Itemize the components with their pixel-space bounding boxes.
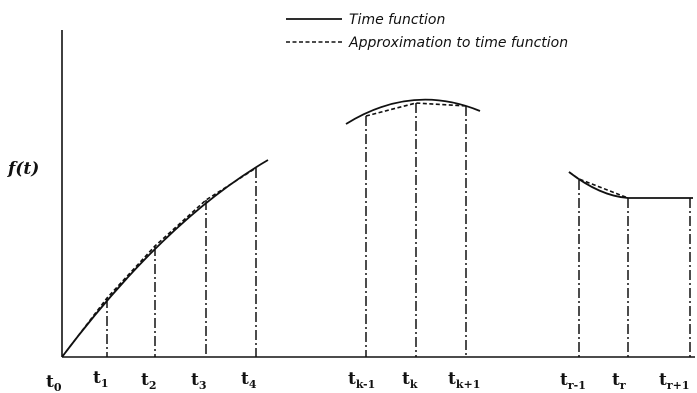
curve-segment-3: [568, 171, 693, 357]
x-label-tr: tr: [612, 370, 626, 392]
time-function-curve-1: [61, 159, 269, 358]
legend-dashed-label: Approximation to time function: [348, 35, 568, 51]
x-label-tk: tk: [402, 369, 418, 391]
x-label-tr-1: tr-1: [560, 370, 586, 392]
legend: Time function Approximation to time func…: [286, 12, 568, 51]
legend-solid-label: Time function: [349, 12, 445, 28]
x-label-t4: t4: [241, 369, 257, 391]
curve-segment-2: [345, 98, 481, 357]
approximation-curve-1: [61, 167, 257, 358]
curve-segment-1: [61, 159, 269, 358]
x-axis-labels: t0 t1 t2 t3 t4 tk-1 tk tk+1 tr-1 tr tr+1: [46, 368, 690, 393]
x-label-t2: t2: [141, 370, 157, 392]
x-label-tk+1: tk+1: [448, 369, 480, 391]
approximation-curve-3: [568, 171, 629, 199]
x-label-t0: t0: [46, 372, 62, 393]
y-axis-label: f(t): [7, 159, 39, 179]
approximation-curve-2: [365, 102, 467, 117]
x-label-t1: t1: [93, 368, 109, 390]
axes: [61, 30, 695, 358]
x-label-t3: t3: [191, 370, 207, 392]
x-label-tk-1: tk-1: [348, 369, 375, 391]
time-function-curve-3: [568, 171, 693, 199]
x-label-tr+1: tr+1: [659, 370, 690, 392]
